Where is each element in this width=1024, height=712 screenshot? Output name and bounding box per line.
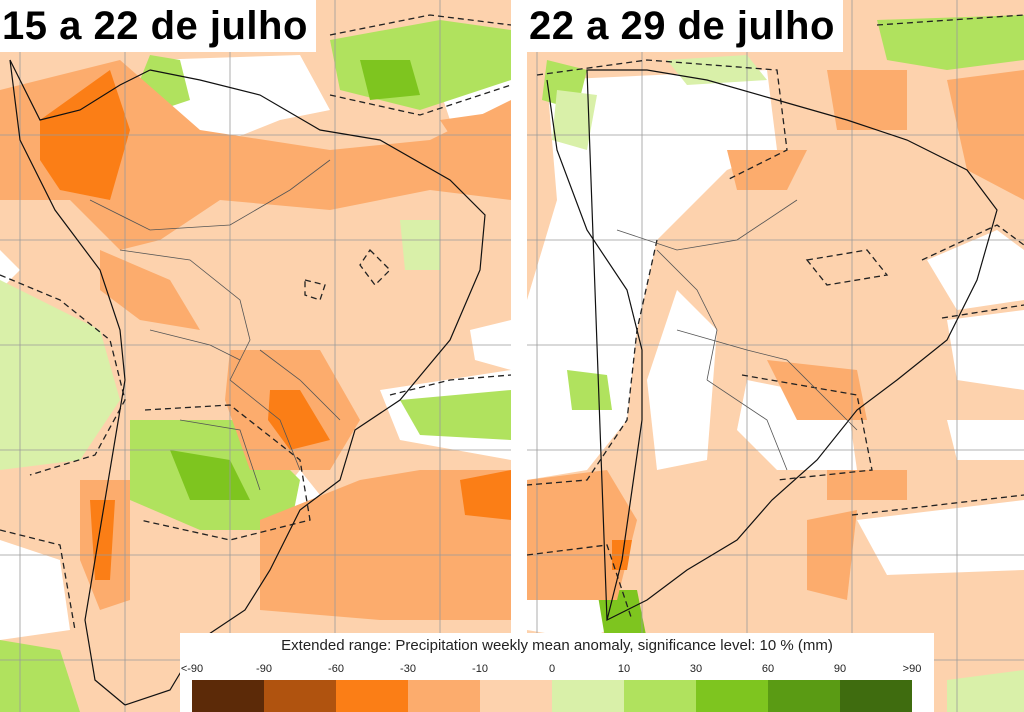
- legend-swatch: [768, 680, 840, 712]
- legend-tick-label: >90: [902, 663, 922, 675]
- legend-title: Extended range: Precipitation weekly mea…: [281, 637, 833, 654]
- legend-swatch: [264, 680, 336, 712]
- legend-tick-label: 90: [833, 663, 847, 675]
- anomaly-map-week-2: [527, 0, 1024, 712]
- panel-title-week-1: 15 a 22 de julho: [0, 0, 316, 52]
- legend-swatch: [696, 680, 768, 712]
- legend-swatch: [552, 680, 624, 712]
- legend-tick-label: -90: [256, 663, 272, 675]
- legend-swatch: [336, 680, 408, 712]
- legend-swatch: [192, 680, 264, 712]
- legend-swatch: [840, 680, 912, 712]
- legend-tick-label: 10: [617, 663, 631, 675]
- panel-title-week-2: 22 a 29 de julho: [527, 0, 843, 52]
- color-legend: Extended range: Precipitation weekly mea…: [180, 633, 934, 712]
- legend-tick-label: 0: [548, 663, 556, 675]
- legend-tick-label: -30: [400, 663, 416, 675]
- anomaly-map-week-1: [0, 0, 511, 712]
- legend-swatch: [480, 680, 552, 712]
- map-panel-week-1: 15 a 22 de julho: [0, 0, 511, 712]
- legend-swatch: [624, 680, 696, 712]
- legend-swatch: [408, 680, 480, 712]
- map-panel-week-2: 22 a 29 de julho: [527, 0, 1024, 712]
- panel-divider: [511, 0, 527, 712]
- legend-tick-label: -60: [328, 663, 344, 675]
- legend-tick-label: -10: [472, 663, 488, 675]
- legend-tick-label: 30: [689, 663, 703, 675]
- legend-tick-label: <-90: [180, 663, 204, 675]
- legend-tick-label: 60: [761, 663, 775, 675]
